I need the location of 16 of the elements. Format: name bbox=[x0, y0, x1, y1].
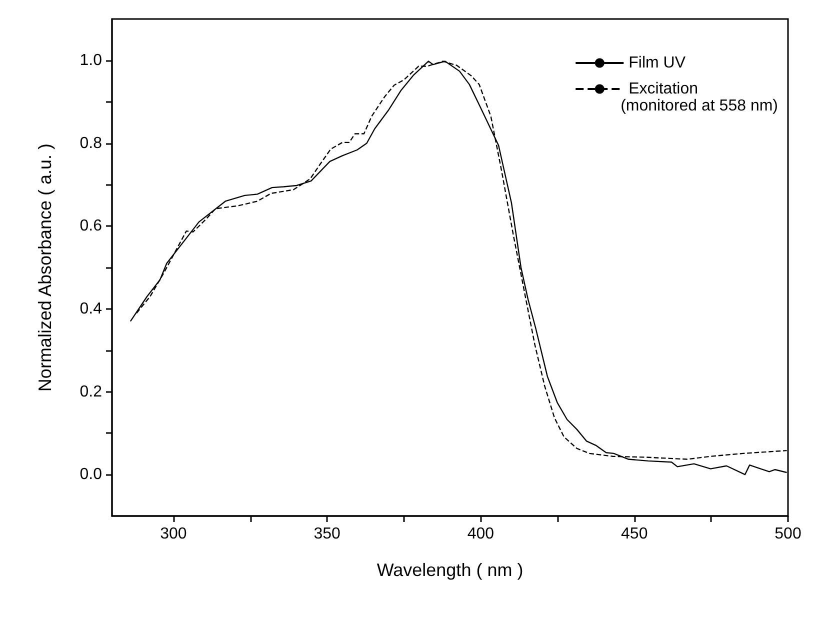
legend-label: Excitation bbox=[628, 80, 698, 98]
y-tick-label: 0.2 bbox=[80, 383, 102, 400]
legend-label: Film UV bbox=[628, 54, 686, 72]
y-tick-label: 0.6 bbox=[80, 218, 102, 235]
x-tick-label: 450 bbox=[621, 526, 648, 542]
text: 0.0 bbox=[80, 466, 102, 484]
y-tick-label: 1.0 bbox=[80, 52, 102, 69]
x-tick-label: 300 bbox=[160, 526, 187, 542]
x-tick-label: 500 bbox=[774, 526, 802, 542]
y-axis-title: Normalized Absorbance ( a.u. ) bbox=[35, 143, 55, 392]
y-tick-label: 0.8 bbox=[80, 134, 102, 152]
x-axis-title: Wavelength ( nm ) bbox=[376, 560, 524, 580]
y-tick-label: 0.4 bbox=[80, 300, 102, 318]
annotation: (monitored at 558 nm) bbox=[620, 98, 778, 114]
x-tick-label: 350 bbox=[314, 526, 341, 542]
x-tick-label: 400 bbox=[467, 526, 494, 542]
